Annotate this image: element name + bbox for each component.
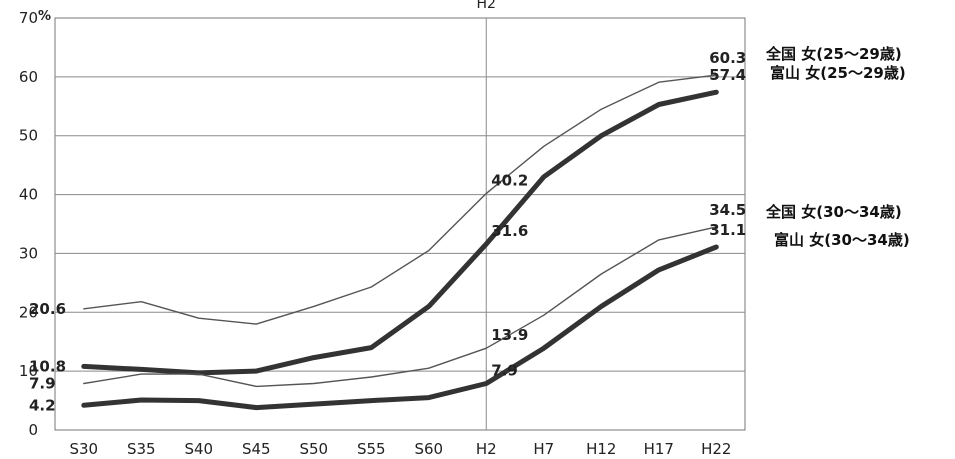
- x-tick-label: S60: [414, 440, 443, 458]
- y-tick-labels: 0 10 20 30 40 50 60 70%: [19, 9, 51, 439]
- y-unit-label: %: [38, 9, 51, 24]
- x-tick-label: S40: [184, 440, 213, 458]
- x-tick-label: S30: [69, 440, 98, 458]
- series-line-2: [83, 226, 717, 388]
- y-tick-label: 30: [19, 244, 38, 262]
- data-label: 60.3: [709, 49, 746, 67]
- x-tick-labels: S30 S35 S40 S45 S50 S55 S60 H2 H7 H12 H17 H22: [69, 440, 731, 458]
- series-line-1: [81, 89, 719, 376]
- x-tick-label: S55: [357, 440, 386, 458]
- h2-marker: H2: [477, 0, 496, 430]
- data-label: 10.8: [29, 357, 66, 375]
- x-tick-label: H12: [586, 440, 616, 458]
- data-label: 31.6: [491, 222, 528, 240]
- data-labels: 20.6 40.2 60.3 10.8 31.6 57.4 7.9 13.9 34.5 4.2 7.…: [29, 49, 746, 414]
- h2-marker-label: H2: [477, 0, 496, 12]
- y-tick-label: 20: [19, 303, 38, 321]
- x-tick-label: S50: [299, 440, 328, 458]
- data-label: 34.5: [709, 201, 746, 219]
- data-label: 40.2: [491, 171, 528, 189]
- y-tick-label: 10: [19, 362, 38, 380]
- series-label-0: 全国 女(25〜29歳): [765, 45, 902, 63]
- series-labels: 全国 女(25〜29歳)富山 女(25〜29歳) 全国 女(30〜34歳) 富山 女…: [765, 45, 910, 249]
- y-tick-label: 70: [19, 9, 38, 27]
- y-tick-label: 0: [28, 421, 38, 439]
- y-tick-label: 50: [19, 127, 38, 145]
- x-tick-label: H22: [701, 440, 731, 458]
- data-label: 7.9: [491, 362, 518, 380]
- data-label: 7.9: [29, 375, 56, 393]
- series-line-0: [83, 74, 717, 325]
- x-tick-label: S35: [127, 440, 156, 458]
- data-label: 31.1: [709, 221, 746, 239]
- data-label: 57.4: [709, 66, 746, 84]
- gridlines: [54, 17, 746, 431]
- x-tick-label: H7: [533, 440, 554, 458]
- y-tick-label: 60: [19, 68, 38, 86]
- data-label: 13.9: [491, 326, 528, 344]
- series-label-2: 全国 女(30〜34歳): [765, 203, 902, 221]
- y-tick-label: 40: [19, 186, 38, 204]
- series-label-1: 富山 女(25〜29歳): [770, 64, 906, 82]
- x-tick-label: H2: [476, 440, 497, 458]
- x-tick-label: S45: [242, 440, 271, 458]
- series-lines: [81, 74, 719, 411]
- data-label: 4.2: [29, 396, 56, 414]
- x-tick-label: H17: [644, 440, 674, 458]
- series-label-3: 富山 女(30〜34歳): [774, 231, 910, 249]
- data-label: 20.6: [29, 300, 66, 318]
- series-line-3: [81, 244, 719, 411]
- plot-frame: [54, 17, 746, 431]
